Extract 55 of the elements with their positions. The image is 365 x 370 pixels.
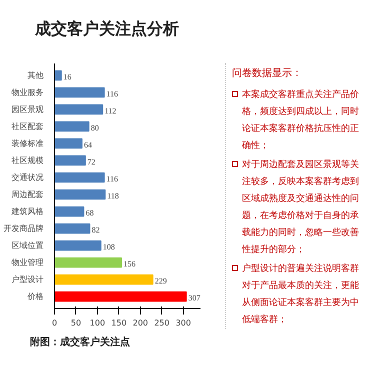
- x-tick-label: 200: [132, 318, 148, 328]
- data-label: 108: [102, 242, 115, 252]
- y-tick-label: 园区景观: [12, 104, 44, 114]
- bar: [54, 155, 86, 166]
- y-tick-label: 其他: [28, 70, 44, 80]
- data-label: 72: [87, 157, 96, 166]
- text: 附图：成交客户关注点: [29, 335, 130, 349]
- data-label: 16: [63, 72, 72, 82]
- bar: [54, 138, 82, 149]
- y-tick-label: 建筑风格: [10, 207, 44, 216]
- data-label: 68: [86, 208, 94, 218]
- text: 问卷数据显示：: [232, 67, 303, 81]
- x-tick-label: 150: [111, 318, 127, 328]
- y-tick-label: 交通状况: [12, 172, 44, 182]
- text: 本案成交客群重点关注产品价格，频度达到四成以上，同时论证本案客群价格抗压性的正确性；: [242, 88, 360, 154]
- data-label: 116: [106, 89, 118, 98]
- y-tick-label: 装修标准: [12, 138, 44, 148]
- bar: [54, 87, 105, 98]
- y-tick-label: 户型设计: [12, 275, 44, 284]
- bar: [54, 240, 102, 251]
- bar: [54, 172, 105, 183]
- bar: [54, 121, 90, 132]
- text: 对于周边配套及园区景观等关注较多，反映本案客群考虑到区域成熟度及交通通达性的问题，在考虑价格对于自身的承载能力的同时，忽略一些改善性提升的部分；: [242, 158, 360, 258]
- y-tick-label: 周边配套: [12, 190, 44, 200]
- data-label: 156: [123, 260, 136, 269]
- bar: [54, 257, 122, 268]
- bar: [54, 70, 62, 81]
- data-label: 307: [188, 294, 200, 303]
- y-tick-label: 社区配套: [12, 122, 44, 131]
- y-tick-label: 社区规模: [12, 156, 44, 165]
- data-label: 80: [90, 123, 99, 132]
- y-tick-label: 物业管理: [12, 258, 44, 268]
- bar: [54, 104, 104, 115]
- data-label: 118: [107, 192, 119, 201]
- bar: [54, 223, 90, 234]
- y-tick-label: 物业服务: [12, 88, 44, 97]
- data-label: 112: [104, 106, 116, 116]
- data-label: 64: [84, 140, 92, 150]
- y-tick-label: 区域位置: [12, 241, 44, 250]
- x-tick-label: 0: [52, 318, 58, 328]
- chart-title: 成交客户关注点分析: [34, 18, 179, 40]
- bar: [54, 206, 84, 217]
- y-tick-label: 开发商品牌: [4, 224, 44, 234]
- data-label: 82: [92, 226, 100, 235]
- text: 户型设计的普遍关注说明客群对于产品最本质的关注，更能从侧面论证本案客群主要为中低端客群；: [242, 262, 360, 328]
- x-tick-label: 300: [176, 318, 191, 328]
- y-tick-label: 价格: [26, 292, 44, 302]
- x-tick-label: 250: [154, 318, 170, 328]
- bar: [54, 189, 106, 200]
- data-label: 229: [154, 276, 167, 286]
- bar: [54, 274, 154, 285]
- x-tick-label: 50: [70, 318, 82, 328]
- bar: [54, 291, 187, 302]
- data-label: 116: [106, 174, 118, 184]
- x-tick-label: 100: [90, 318, 106, 328]
